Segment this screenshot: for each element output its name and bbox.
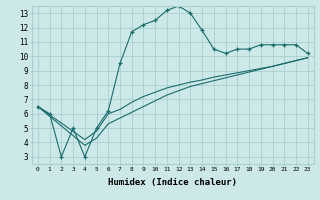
X-axis label: Humidex (Indice chaleur): Humidex (Indice chaleur)	[108, 178, 237, 187]
